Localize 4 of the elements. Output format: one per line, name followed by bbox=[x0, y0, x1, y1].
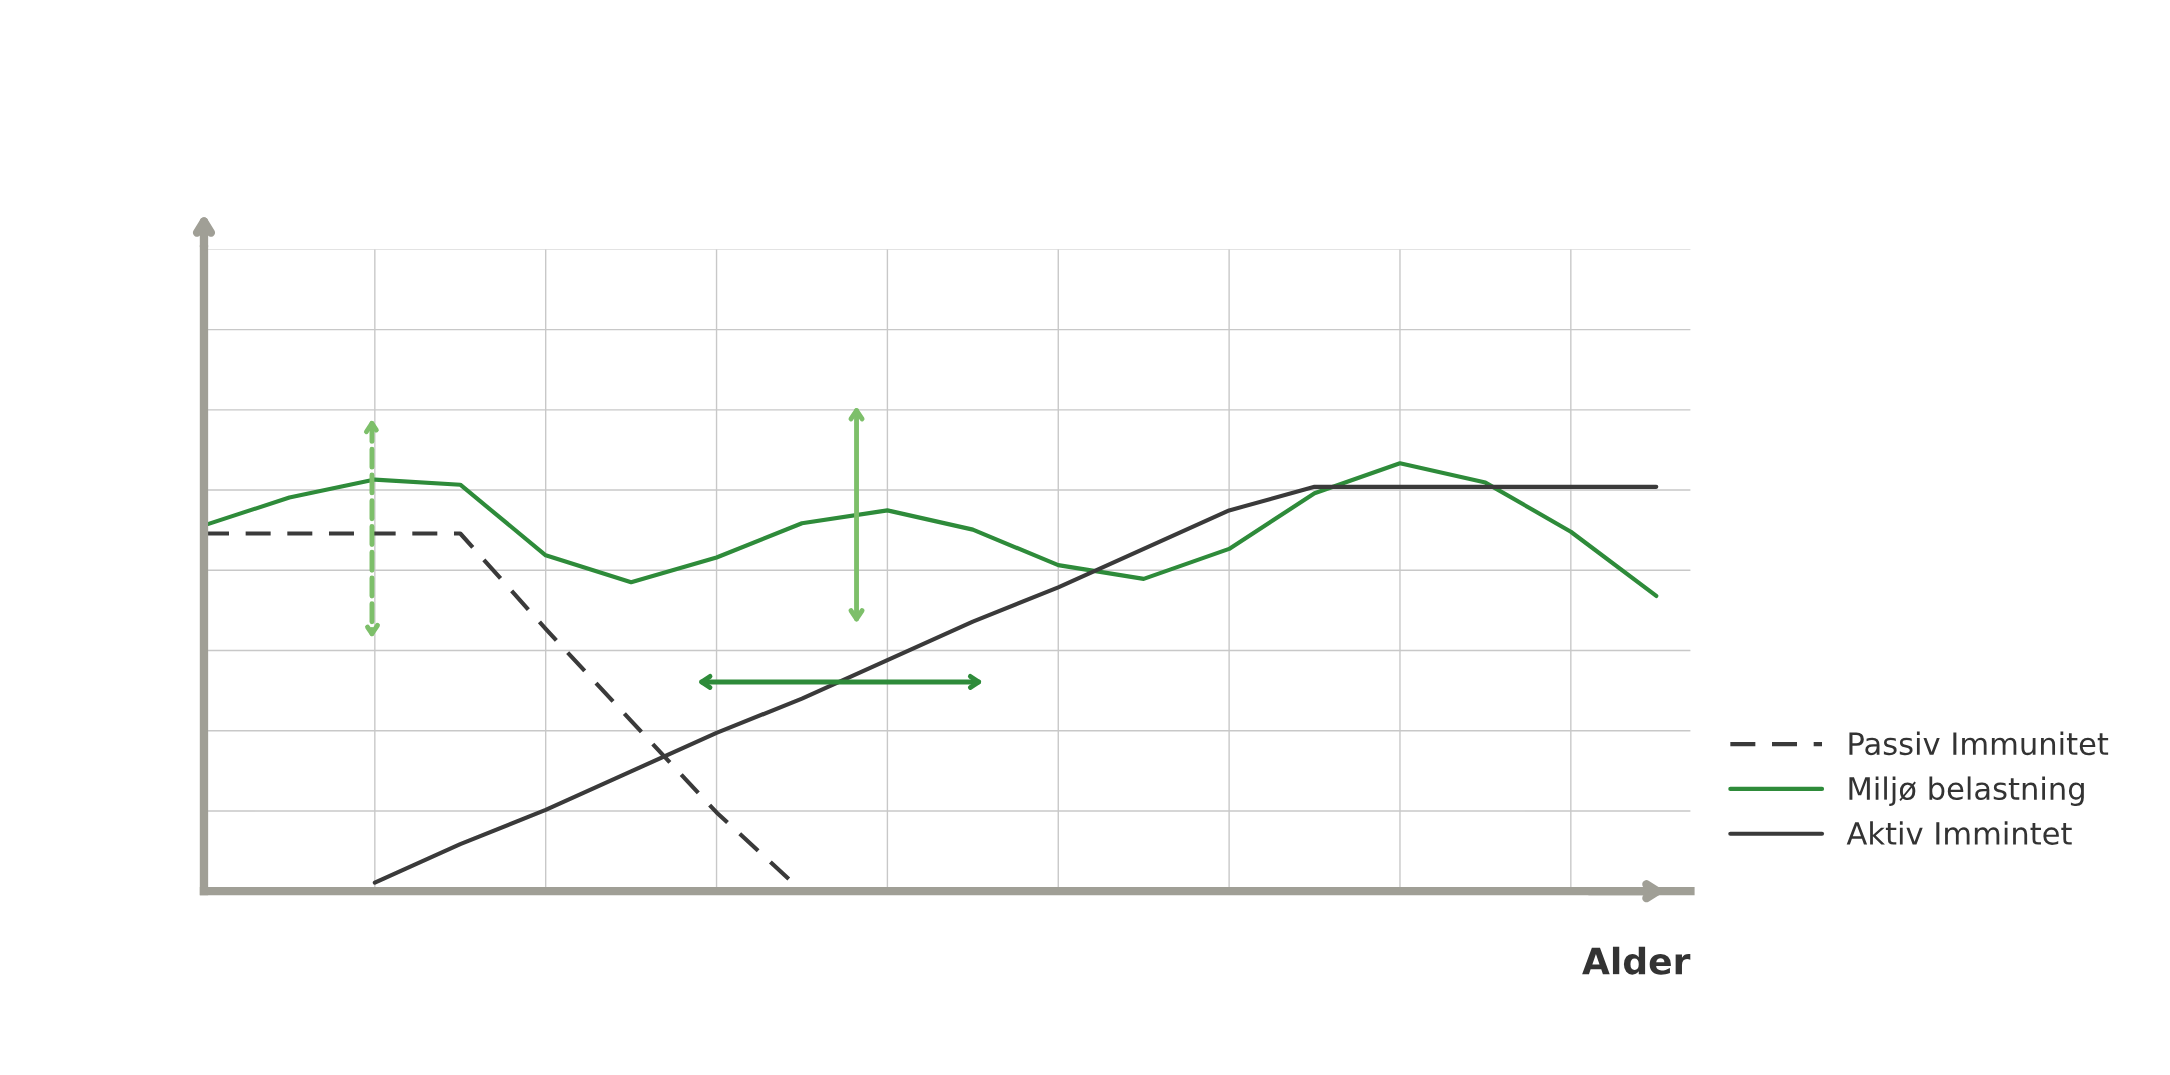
legend-label: Aktiv Immintet bbox=[1846, 821, 2072, 845]
x-axis-title: Alder bbox=[1582, 946, 1691, 975]
legend-label: Miljø belastning bbox=[1849, 776, 2084, 806]
legend-label: Passiv Immunitet bbox=[1849, 731, 2109, 756]
